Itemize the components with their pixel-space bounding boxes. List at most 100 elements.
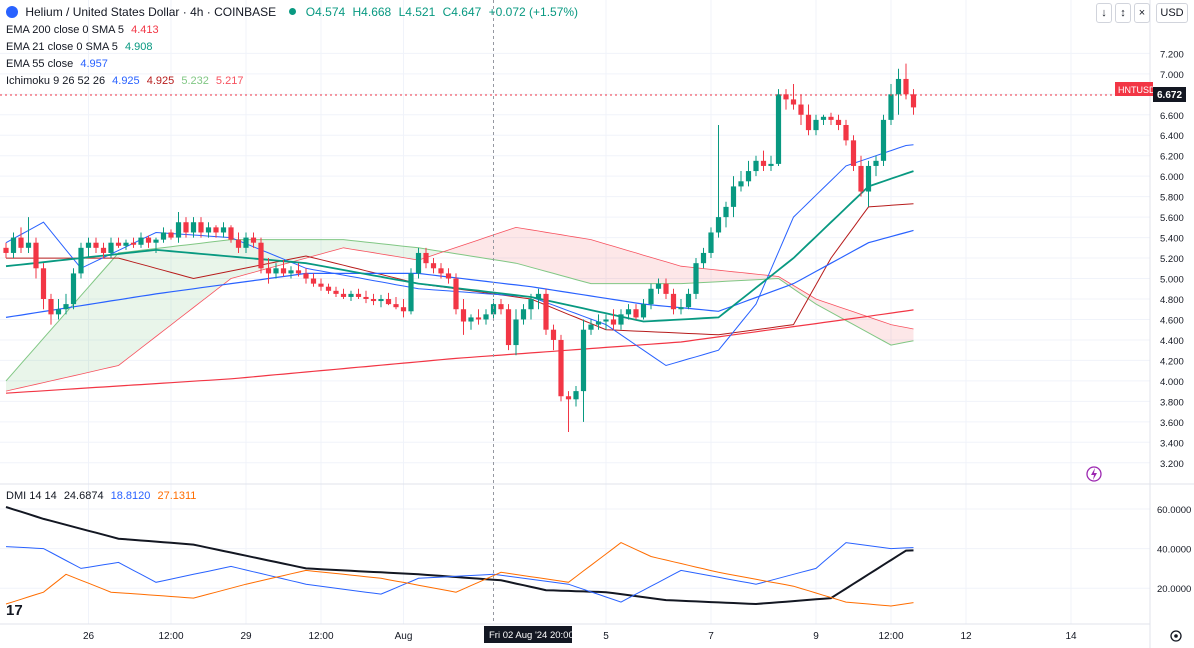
cloud-segment [718,270,726,282]
candle-body [910,94,917,108]
cloud-segment [853,311,861,329]
candle [153,237,159,253]
candle [880,114,887,166]
candle-body [33,242,39,269]
candle-body [460,309,467,322]
candle [580,319,587,422]
candle-body [813,119,819,131]
candles[interactable] [3,63,917,433]
cloud-segment [81,287,89,375]
candle-body [565,396,572,400]
cloud-segment [291,239,299,263]
candle-body [835,119,842,125]
axes: 7.2007.0006.8006.6006.4006.2006.0005.800… [83,49,1191,642]
cloud-segment [396,245,404,258]
candle-body [483,314,489,320]
candle-body [303,273,309,279]
dmi-pane [5,506,914,607]
cloud-segment [606,244,614,284]
candle [648,283,654,310]
cloud-segment [486,234,494,260]
legend-ichimoku[interactable]: Ichimoku 9 26 52 26 4.925 4.925 5.232 5.… [6,74,247,88]
symbol-tag-text: HNTUSD [1118,85,1156,95]
grid [0,0,1150,624]
candle [100,242,107,259]
collapse-button[interactable]: ↕ [1115,3,1131,23]
ichimoku-span-a-line [5,239,914,382]
cloud-segment [156,247,164,337]
cloud-segment [88,278,96,373]
candle [93,237,99,253]
candle [475,309,482,325]
candle-body [573,391,579,400]
cloud-segment [148,248,156,343]
settings-gear-icon[interactable] [1170,630,1182,642]
candle [715,125,722,238]
candle-body [543,293,549,330]
candle [295,263,302,277]
candle-body [865,165,872,192]
candle-body [10,237,17,253]
price-tick-label: 5.200 [1160,254,1184,265]
cloud-segment [103,261,111,369]
candle [513,309,519,356]
candle-body [25,242,32,248]
price-tick-label: 6.200 [1160,152,1184,163]
price-tick-label: 4.200 [1160,356,1184,367]
candle-body [438,268,444,274]
candle [258,237,264,274]
candle [723,201,729,228]
candle [483,309,489,325]
price-tick-label: 3.800 [1160,397,1184,408]
time-tick-label: 5 [603,631,609,642]
candle-body [370,299,377,302]
cloud-segment [111,252,119,368]
time-tick-label: 12 [960,631,972,642]
candle-body [595,321,602,325]
close-pane-button[interactable]: × [1134,3,1150,23]
candle [888,84,894,125]
symbol-title[interactable]: Helium / United States Dollar · 4h · COI… [25,5,277,19]
candle-body [93,242,99,248]
cloud-segment [313,239,321,257]
cloud-segment [358,241,366,252]
ohlc-high: H4.668 [352,5,392,19]
candle-body [220,227,227,233]
cloud-segment [201,242,209,302]
candle [550,324,557,351]
cloud-segment [321,239,329,254]
candle-body [145,237,152,243]
cloud-segment [906,327,914,343]
candle [78,242,84,279]
cloud-segment [883,322,891,346]
cloud-segment [141,249,149,349]
flash-icon[interactable] [1086,466,1102,482]
legend-ema200[interactable]: EMA 200 close 0 SMA 5 4.413 [6,23,163,37]
cloud-segment [478,237,486,259]
legend-value: 5.232 [181,75,209,87]
currency-button[interactable]: USD [1156,3,1188,23]
legend-ema21[interactable]: EMA 21 close 0 SMA 5 4.908 [6,40,156,54]
ohlc-open: O4.574 [305,5,346,19]
cloud-segment [861,314,869,333]
helium-logo-icon[interactable] [6,6,18,18]
cloud-segment [823,301,831,313]
candle [610,309,617,330]
candle-body [325,286,332,291]
legend-dmi[interactable]: DMI 14 14 24.6874 18.8120 27.1311 [6,489,200,503]
candle [873,155,879,177]
candle-body [880,119,887,161]
move-down-button[interactable]: ↓ [1096,3,1112,23]
candle [895,68,902,115]
candle [805,104,812,136]
candle [228,225,234,243]
candle-body [273,268,279,274]
cloud-segment [96,270,104,371]
candle [48,293,54,325]
time-tick-label: 12:00 [158,631,183,642]
candle-body [895,78,902,95]
candle [160,227,167,243]
legend-ema55[interactable]: EMA 55 close 4.957 [6,57,112,71]
time-tick-label: 26 [83,631,95,642]
